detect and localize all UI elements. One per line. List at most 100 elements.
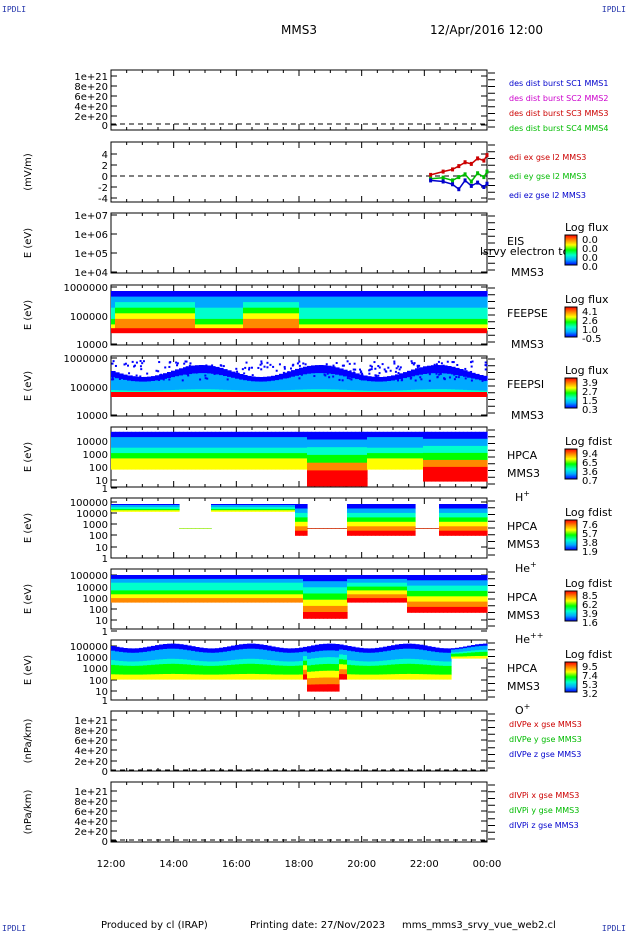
colorbar-tick-label: 0.0	[582, 244, 598, 255]
colorbar-tick-label: 3.9	[582, 609, 598, 620]
y-tick-label: 8e+20	[74, 726, 108, 737]
sparse-point	[175, 361, 178, 364]
sparse-point	[485, 364, 488, 367]
sparse-point	[381, 363, 384, 366]
sparse-point	[257, 366, 260, 369]
sparse-point	[286, 376, 289, 379]
sparse-point	[328, 376, 331, 379]
series-point	[485, 181, 489, 186]
sparse-point	[410, 376, 413, 379]
panel-label: MMS3	[507, 538, 540, 551]
series-point	[463, 160, 467, 165]
sparse-point	[331, 367, 334, 370]
sparse-point	[377, 365, 380, 368]
sparse-point	[324, 374, 327, 377]
y-tick-label: 6e+20	[74, 807, 108, 818]
y-tick-label: 1000000	[63, 354, 108, 365]
sparse-point	[413, 362, 416, 365]
sparse-point	[358, 368, 361, 371]
colorbar-tick-label: 8.5	[582, 591, 598, 602]
panel-label: HPCA	[507, 520, 538, 533]
sparse-point	[269, 363, 272, 366]
colorbar-tick-label: 0.3	[582, 405, 598, 416]
y-tick-label: 1	[102, 696, 108, 707]
corner-label-top-left: IPDLI	[2, 5, 27, 14]
sparse-point	[346, 360, 349, 363]
y-tick-label: 1	[102, 554, 108, 565]
y-tick-label: 10	[95, 476, 108, 487]
panel-label: MMS3	[507, 609, 540, 622]
sparse-point	[412, 363, 415, 366]
sparse-point	[260, 360, 263, 363]
legend-label: dIVPi x gse MMS3	[509, 791, 579, 800]
sparse-point	[469, 361, 472, 364]
panel-label: HPCA	[507, 449, 538, 462]
y-tick-label: 1e+21	[74, 716, 108, 727]
y-tick-label: 100000	[70, 383, 108, 394]
sparse-point	[378, 372, 381, 375]
x-tick-label: 00:00	[473, 859, 502, 870]
y-tick-label: 1e+21	[74, 787, 108, 798]
panel-label: MMS3	[507, 680, 540, 693]
colorbar	[564, 448, 578, 480]
sparse-point	[290, 367, 293, 370]
sparse-point	[250, 366, 253, 369]
sparse-point	[202, 369, 205, 372]
y-axis-label: (mV/m)	[23, 153, 34, 191]
series-point	[485, 153, 489, 158]
y-tick-label: 2e+20	[74, 757, 108, 768]
sparse-point	[111, 362, 114, 365]
series-point	[429, 178, 433, 183]
sparse-point	[438, 371, 441, 374]
legend-label: des dist burst SC1 MMS1	[509, 79, 608, 88]
species-label: He++	[515, 631, 543, 646]
sparse-point	[418, 364, 421, 367]
sparse-point	[263, 365, 266, 368]
y-tick-label: 1e+05	[74, 249, 108, 260]
sparse-point	[383, 368, 386, 371]
sparse-point	[369, 368, 372, 371]
sparse-point	[326, 372, 329, 375]
series-point	[482, 158, 486, 163]
colorbar	[564, 519, 578, 551]
y-tick-label: 6e+20	[74, 736, 108, 747]
sparse-point	[448, 376, 451, 379]
sparse-point	[157, 370, 160, 373]
series-point	[441, 169, 445, 174]
sparse-point	[436, 376, 439, 379]
sparse-point	[298, 360, 301, 363]
colorbar-tick-label: 1.0	[582, 325, 598, 336]
sparse-point	[472, 376, 475, 379]
sparse-point	[260, 362, 263, 365]
sparse-point	[185, 366, 188, 369]
sparse-point	[349, 370, 352, 373]
sparse-point	[158, 378, 161, 381]
sparse-point	[354, 368, 357, 371]
series-point	[476, 180, 480, 185]
sparse-point	[395, 367, 398, 370]
sparse-point	[204, 374, 207, 377]
sparse-point	[236, 372, 239, 375]
colorbar-title: Log fdist	[565, 506, 613, 519]
colorbar-tick-label: 9.4	[582, 449, 598, 460]
panel-sublabel: MMS3	[511, 409, 544, 422]
y-tick-label: 10000	[76, 509, 108, 520]
sparse-point	[410, 360, 413, 363]
series-point	[469, 179, 473, 184]
y-tick-label: 1e+06	[74, 230, 108, 241]
legend-label: dIVPi y gse MMS3	[509, 806, 579, 815]
series-point	[451, 167, 455, 172]
sparse-point	[416, 364, 419, 367]
sparse-point	[135, 374, 138, 377]
sparse-point	[394, 370, 397, 373]
sparse-point	[176, 362, 179, 365]
sparse-point	[266, 366, 269, 369]
sparse-point	[467, 373, 470, 376]
sparse-point	[416, 366, 419, 369]
sparse-point	[183, 362, 186, 365]
sparse-point	[383, 377, 386, 380]
sparse-point	[152, 376, 155, 379]
sparse-point	[368, 369, 371, 372]
sparse-point	[428, 379, 431, 382]
sparse-point	[440, 362, 443, 365]
